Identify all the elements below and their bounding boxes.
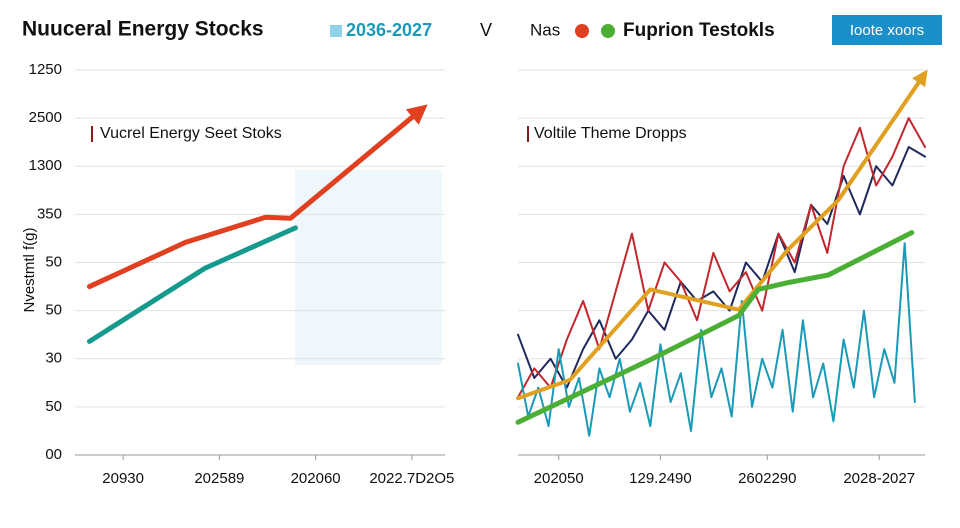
series-line (516, 69, 928, 401)
series-line (517, 146, 926, 389)
legend-dot (575, 24, 589, 38)
y-tick-label: 00 (45, 446, 62, 463)
x-tick-label: 202050 (534, 470, 584, 487)
legend-text: Nas (530, 20, 560, 39)
x-tick-label: 2028-2027 (843, 470, 915, 487)
x-tick-label: 202060 (291, 470, 341, 487)
y-tick-label: 50 (45, 398, 62, 415)
legend-text: Fuprion Testokls (623, 20, 775, 41)
y-tick-label: 50 (45, 302, 62, 319)
series-line (86, 104, 428, 290)
legend-swatch (330, 25, 342, 37)
x-tick-label: 2022.7D2O5 (369, 470, 454, 487)
y-tick-label: 1300 (29, 157, 62, 174)
y-tick-label: 2500 (29, 109, 62, 126)
series-line (517, 117, 926, 399)
x-tick-label: 2602290 (738, 470, 796, 487)
title: Nuuceral Energy Stocks (22, 18, 264, 41)
button-label[interactable]: Ioote xoors (850, 22, 924, 39)
button[interactable] (832, 15, 942, 45)
annotation: Vucrel Energy Seet Stoks (100, 125, 282, 142)
legend-text: 2036-2027 (346, 20, 432, 40)
legend-dot (601, 24, 615, 38)
y-tick-label: 1250 (29, 61, 62, 78)
shade (295, 170, 442, 365)
annotation: Voltile Theme Dropps (534, 125, 687, 142)
y-tick-label: 30 (45, 350, 62, 367)
y-tick-label: 50 (45, 253, 62, 270)
y-tick-label: 350 (37, 205, 62, 222)
series-line (517, 242, 916, 437)
y-axis-label: Nvestmtl f(g) (21, 227, 38, 312)
legend-text: V (480, 20, 492, 40)
series-line (86, 225, 298, 344)
x-tick-label: 202589 (194, 470, 244, 487)
x-tick-label: 20930 (102, 470, 144, 487)
series-line (515, 230, 915, 425)
x-tick-label: 129.2490 (629, 470, 692, 487)
